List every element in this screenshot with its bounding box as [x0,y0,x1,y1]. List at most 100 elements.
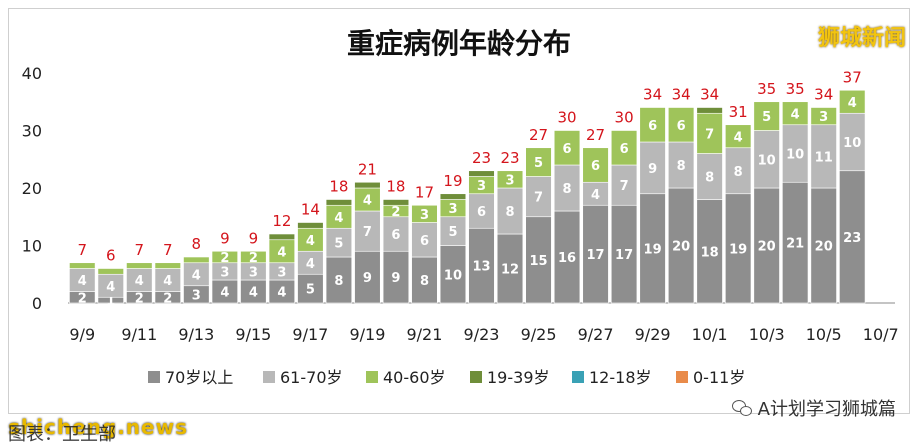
bar-segment [382,216,410,252]
wechat-icon [731,400,752,416]
legend-swatch [572,371,584,383]
bar-segment [411,204,438,223]
segment-label: 20 [672,240,690,255]
x-tick-label: 9/11 [121,325,157,344]
segment-label: 4 [277,245,286,260]
bar-segment [525,216,552,304]
segment-label: 16 [558,251,576,266]
segment-label: 17 [587,248,605,263]
segment-label: 17 [615,248,633,263]
segment-label: 1 [106,294,115,309]
bar-segment [696,199,723,304]
segment-label: 3 [448,202,457,217]
total-label: 34 [814,86,833,104]
total-label: 17 [415,183,434,201]
segment-label: 6 [420,234,429,249]
segment-label: 8 [505,205,514,220]
segment-label: 11 [815,150,833,165]
total-label: 27 [529,126,548,144]
brand-watermark: 狮城新闻 [817,26,906,51]
x-tick-label: 9/9 [69,325,95,344]
x-tick-label: 10/3 [749,325,785,344]
bar-segment [354,250,381,304]
x-tick-label: 9/13 [178,325,214,344]
segment-label: 20 [815,240,833,255]
segment-label: 4 [106,280,115,295]
bar-segment [97,268,124,275]
x-tick-label: 9/23 [464,325,500,344]
x-tick-label: 9/21 [406,325,442,344]
total-label: 35 [786,80,805,98]
bar-segment [696,153,723,200]
segment-label: 9 [648,162,657,177]
segment-label: 5 [762,110,771,125]
total-label: 34 [700,86,719,104]
segment-label: 18 [701,245,719,260]
bar-segment [667,107,695,143]
bar-segment [667,187,695,304]
account-attribution: A计划学习狮城篇 [731,395,896,421]
total-label: 7 [77,241,87,259]
bar-segment [154,262,181,269]
segment-label: 6 [677,119,686,134]
legend-label: 61-70岁 [280,368,343,387]
total-label: 37 [843,68,862,86]
bar-segment [639,141,666,195]
legend-label: 40-60岁 [383,368,446,387]
chart-title: 重症病例年龄分布 [346,27,571,60]
bar-segment [411,256,438,304]
total-label: 23 [472,149,491,167]
segment-label: 19 [729,242,747,257]
segment-label: 3 [220,265,229,280]
segment-label: 10 [786,148,804,163]
segment-label: 6 [563,142,572,157]
segment-label: 2 [391,205,400,220]
segment-label: 4 [591,188,600,203]
y-tick-label: 0 [32,294,42,313]
segment-label: 5 [334,237,343,252]
bar-segment [297,273,324,304]
y-tick-label: 40 [22,64,42,83]
total-label: 23 [500,149,519,167]
segment-label: 2 [135,291,144,306]
segment-label: 4 [306,234,315,249]
segment-label: 4 [306,257,315,272]
bar-segment [725,124,752,149]
segment-label: 4 [791,107,800,122]
total-label: 21 [358,160,377,178]
segment-label: 19 [644,242,662,257]
bar-segment [839,89,866,114]
total-label: 34 [672,86,691,104]
bar-segment [126,262,153,269]
segment-label: 6 [591,159,600,174]
total-label: 14 [301,201,320,219]
x-tick-label: 9/27 [578,325,614,344]
x-tick-label: 9/17 [292,325,328,344]
segment-label: 3 [277,265,286,280]
bar-segment [496,170,524,189]
bar-segment [839,112,866,172]
x-tick-label: 10/5 [806,325,842,344]
segment-label: 3 [477,179,486,194]
site-watermark: shicheng.news [8,415,188,439]
bar-segment [69,262,96,269]
bar-segment [468,227,495,304]
segment-label: 6 [648,119,657,134]
bar-segment [582,204,609,304]
bar-segment [325,256,353,304]
legend-label: 70岁以上 [165,368,233,387]
bar-segment [753,187,780,304]
segment-label: 8 [420,274,429,289]
segment-label: 5 [534,156,543,171]
bar-segment [639,107,666,143]
total-label: 19 [443,172,462,190]
segment-label: 8 [734,165,743,180]
segment-label: 6 [620,142,629,157]
segment-label: 8 [705,171,714,186]
segment-label: 10 [444,268,462,283]
total-label: 34 [643,86,662,104]
segment-label: 4 [334,211,343,226]
legend-swatch [263,371,275,383]
segment-label: 20 [758,240,776,255]
segment-label: 15 [529,254,547,269]
